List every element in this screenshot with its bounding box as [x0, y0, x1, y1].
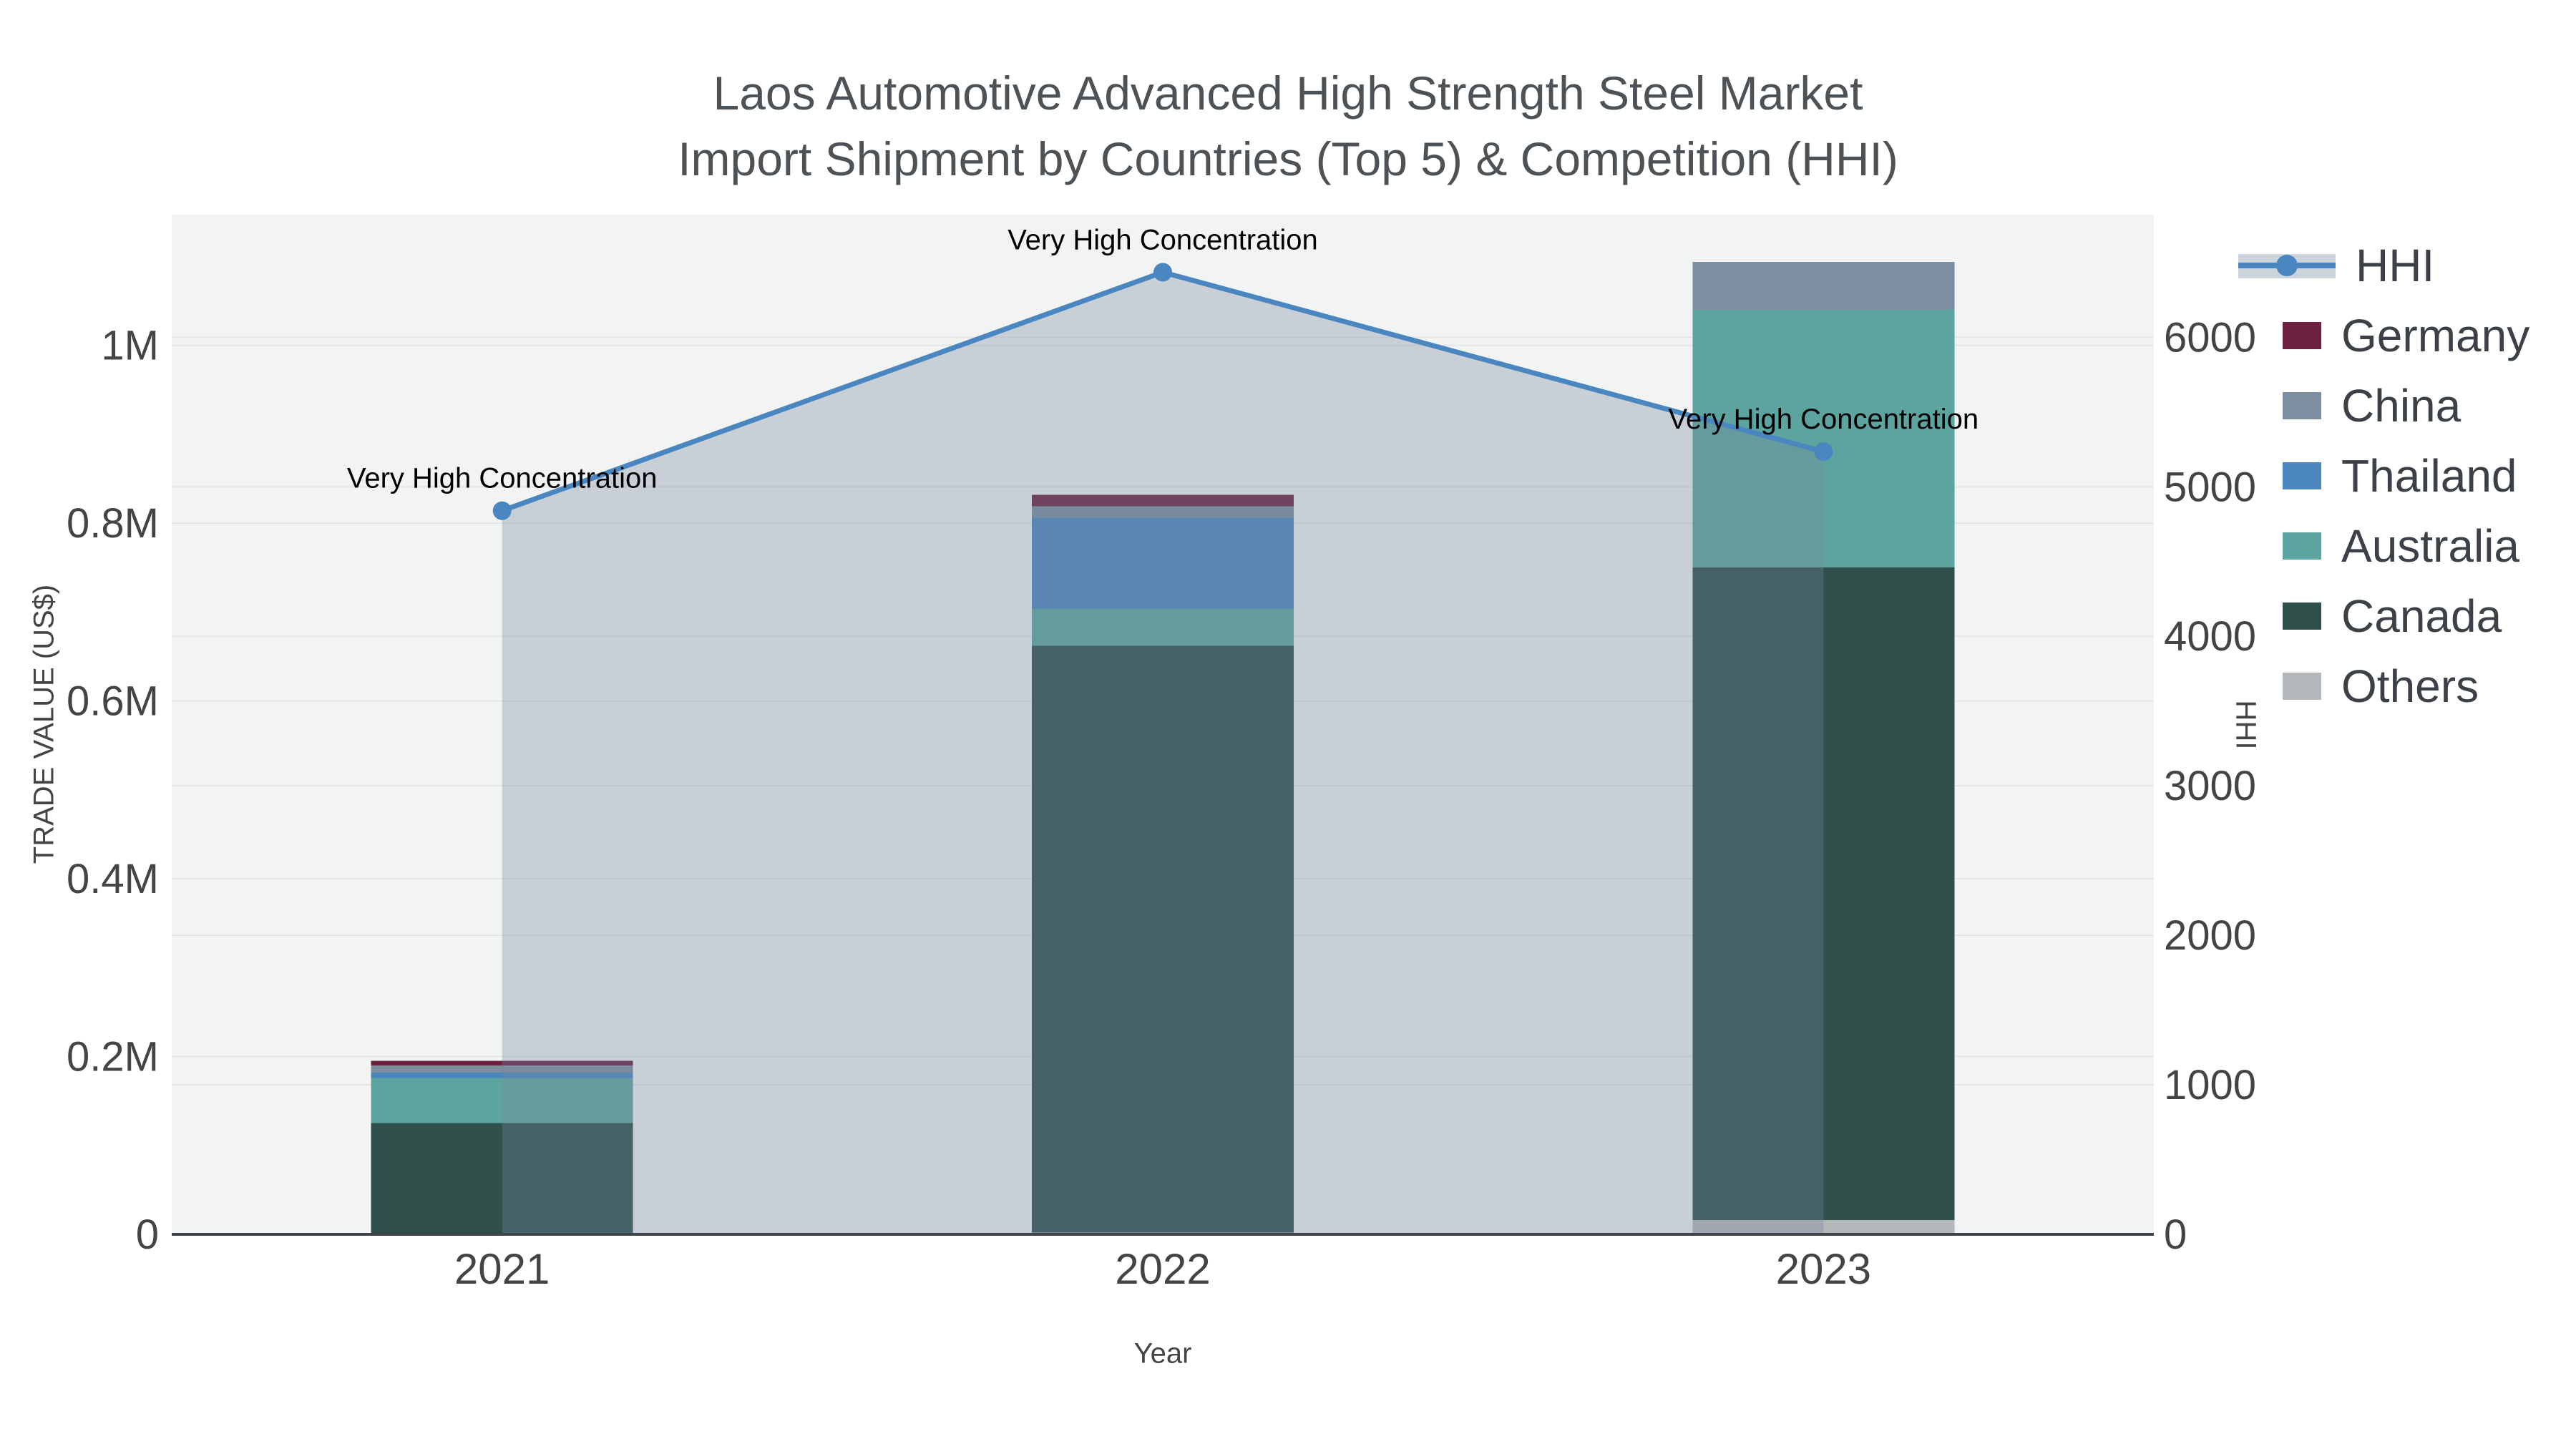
- y-right-tick-label: 6000: [2164, 314, 2256, 361]
- x-axis-title: Year: [1133, 1337, 1192, 1370]
- x-tick-label-2022: 2022: [1115, 1245, 1210, 1293]
- chart-title-line1: Laos Automotive Advanced High Strength S…: [713, 67, 1863, 119]
- legend-label: Canada: [2341, 590, 2502, 642]
- y-left-tick-label: 0.6M: [67, 678, 159, 725]
- hhi-marker-2023: [1814, 442, 1833, 462]
- legend-label: HHI: [2356, 240, 2435, 291]
- y-right-tick-label: 5000: [2164, 464, 2256, 510]
- legend-item-hhi[interactable]: HHI: [2233, 230, 2529, 301]
- y-axis-title-left: TRADE VALUE (US$): [28, 584, 60, 864]
- bar-segment-china-2022: [1032, 506, 1294, 518]
- y-right-tick-label: 0: [2164, 1211, 2187, 1258]
- bar-segment-canada-2022: [1032, 645, 1294, 1233]
- legend-item-others[interactable]: Others: [2233, 651, 2529, 721]
- y-right-tick-label: 2000: [2164, 912, 2256, 959]
- legend-label: Others: [2341, 660, 2479, 712]
- bar-segment-china-2021: [371, 1065, 633, 1073]
- y-right-tick-label: 4000: [2164, 613, 2256, 660]
- legend-item-germany[interactable]: Germany: [2233, 301, 2529, 371]
- bar-segment-thailand-2021: [371, 1072, 633, 1078]
- bar-segment-australia-2022: [1032, 608, 1294, 646]
- legend-swatch-others: [2283, 673, 2321, 700]
- bar-segment-china-2023: [1692, 261, 1955, 310]
- hhi-marker-2022: [1153, 263, 1172, 282]
- y-right-tick-label: 1000: [2164, 1062, 2256, 1108]
- chart-title: Laos Automotive Advanced High Strength S…: [0, 60, 2576, 192]
- hhi-area-fill: [502, 272, 1824, 1233]
- y-left-tick-label: 0.2M: [67, 1034, 159, 1080]
- y-right-tick-label: 3000: [2164, 763, 2256, 809]
- legend-swatch-australia: [2283, 532, 2321, 560]
- bar-segment-germany-2022: [1032, 494, 1294, 507]
- legend-swatch-china: [2283, 392, 2321, 419]
- legend-line-sample: [2238, 248, 2336, 283]
- y-left-tick-label: 0: [136, 1211, 159, 1258]
- legend-label: Germany: [2341, 310, 2530, 361]
- y-left-tick-label: 0.4M: [67, 856, 159, 902]
- annotation-2021: Very High Concentration: [347, 463, 658, 494]
- bar-segment-germany-2021: [371, 1060, 633, 1065]
- legend: HHI Germany China Thailand Australia Canada Ot…: [2233, 230, 2529, 721]
- legend-marker-dot: [2276, 255, 2298, 276]
- legend-label: Thailand: [2341, 450, 2517, 502]
- annotation-2023: Very High Concentration: [1669, 404, 1979, 435]
- bar-segment-thailand-2022: [1032, 517, 1294, 609]
- bar-segment-australia-2023: [1692, 309, 1955, 568]
- legend-label: China: [2341, 380, 2462, 431]
- legend-swatch-thailand: [2283, 462, 2321, 489]
- legend-swatch-germany: [2283, 322, 2321, 349]
- legend-label: Australia: [2341, 520, 2519, 572]
- bar-segment-canada-2021: [371, 1123, 633, 1234]
- hhi-marker-2021: [492, 501, 512, 520]
- bar-segment-australia-2021: [371, 1078, 633, 1123]
- x-tick-label-2021: 2021: [454, 1245, 550, 1293]
- bar-segment-others-2023: [1692, 1220, 1955, 1234]
- x-tick-label-2023: 2023: [1776, 1245, 1871, 1293]
- legend-item-canada[interactable]: Canada: [2233, 581, 2529, 651]
- legend-item-thailand[interactable]: Thailand: [2233, 441, 2529, 511]
- legend-item-australia[interactable]: Australia: [2233, 511, 2529, 581]
- legend-item-china[interactable]: China: [2233, 371, 2529, 441]
- bar-segment-canada-2023: [1692, 567, 1955, 1221]
- y-left-tick-label: 0.8M: [67, 500, 159, 547]
- legend-swatch-canada: [2283, 602, 2321, 630]
- chart-title-line2: Import Shipment by Countries (Top 5) & C…: [678, 132, 1898, 185]
- y-left-tick-label: 1M: [101, 323, 159, 369]
- annotation-2022: Very High Concentration: [1008, 224, 1318, 255]
